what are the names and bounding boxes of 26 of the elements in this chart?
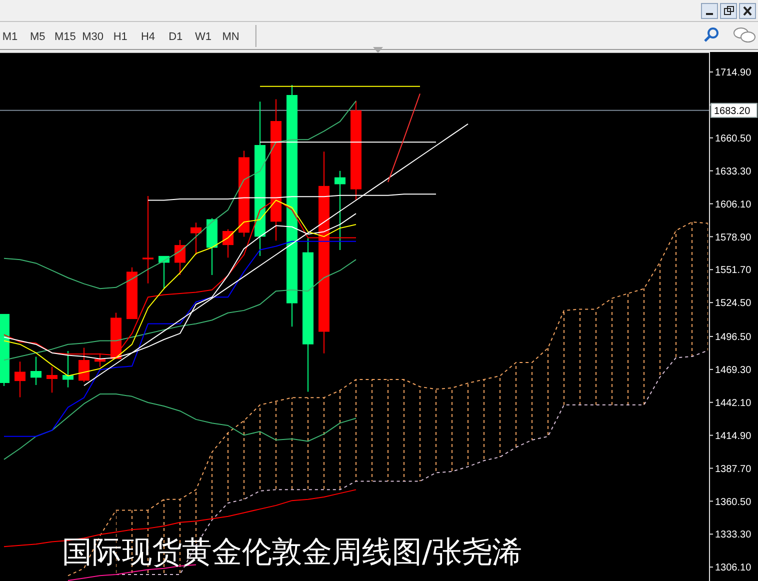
y-tick-label: 1442.10 [715, 398, 752, 409]
timeframe-label: M30 [82, 31, 104, 43]
y-tick-label: 1387.70 [715, 464, 752, 475]
ref-line-label: 1683.20 [714, 106, 751, 117]
y-tick-label: 1414.90 [715, 430, 752, 442]
y-tick-label: 1714.90 [715, 68, 752, 79]
y-tick-label: 1551.70 [715, 265, 752, 276]
timeframe-label: M1 [2, 31, 18, 43]
timeframe-label: H1 [113, 31, 128, 43]
y-tick-label: 1606.10 [715, 199, 752, 210]
timeframe-label: MN [222, 31, 240, 43]
y-tick-label: 1660.50 [715, 133, 752, 144]
y-tick-label: 1524.50 [715, 298, 752, 310]
y-tick-label: 1633.30 [715, 166, 752, 178]
timeframe-label: M5 [30, 31, 46, 43]
y-tick-label: 1578.90 [715, 232, 752, 244]
title: 国际现货黄金伦敦金周线图/张尧浠 [62, 535, 522, 570]
y-tick-label: 1333.30 [715, 530, 752, 541]
timeframe-label: M15 [54, 31, 76, 43]
y-tick-label: 1306.10 [715, 562, 752, 574]
timeframe-label: W1 [194, 31, 212, 43]
timeframe-label: H4 [140, 31, 156, 43]
timeframe-label: D1 [168, 31, 183, 43]
y-tick-label: 1360.50 [715, 496, 752, 508]
y-tick-label: 1469.30 [715, 365, 752, 376]
y-tick-label: 1496.50 [715, 332, 752, 344]
